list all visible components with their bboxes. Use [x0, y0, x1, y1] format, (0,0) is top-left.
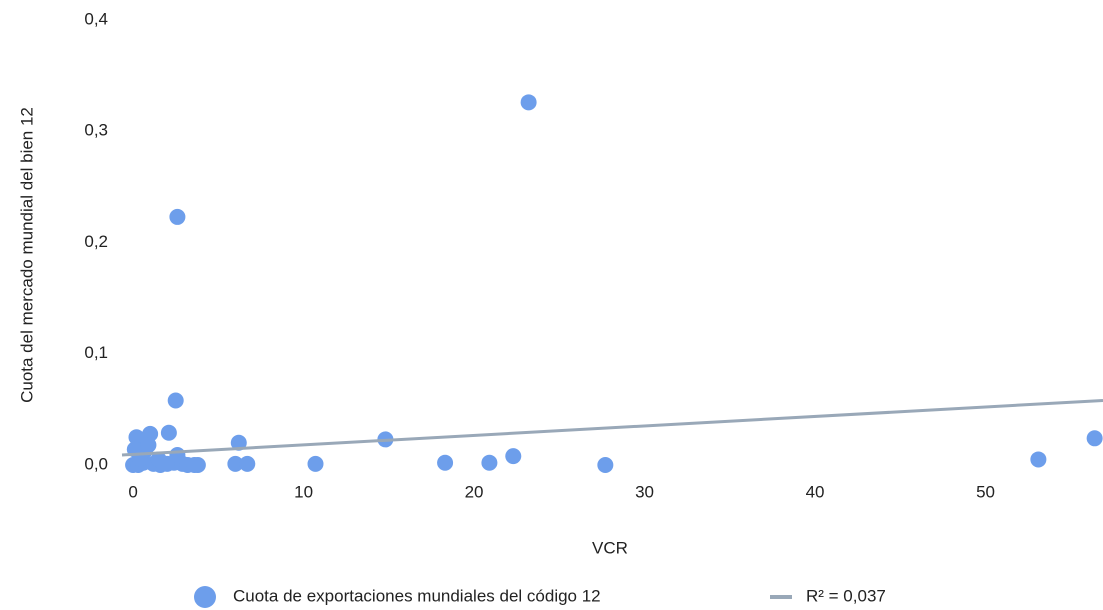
point [1086, 430, 1103, 447]
point [239, 455, 256, 472]
point [481, 454, 498, 471]
point [1030, 451, 1047, 468]
x-axis-title: VCR [592, 538, 628, 557]
y-tick-label: 0,2 [84, 232, 108, 251]
point [128, 429, 145, 446]
point [160, 424, 177, 441]
legend-label: Cuota de exportaciones mundiales del cód… [233, 586, 601, 605]
x-tick-label: 50 [976, 482, 995, 501]
point [140, 436, 157, 453]
y-tick-label: 0,1 [84, 343, 108, 362]
point [597, 457, 614, 473]
x-tick-label: 0 [128, 482, 137, 501]
y-tick-label: 0,4 [84, 9, 108, 28]
point [167, 392, 184, 409]
point [169, 208, 186, 225]
point [189, 457, 206, 473]
legend-marker [194, 586, 216, 608]
x-tick-label: 30 [635, 482, 654, 501]
point [520, 94, 537, 111]
y-tick-label: 0,0 [84, 454, 108, 473]
point [150, 451, 167, 468]
x-tick-label: 20 [465, 482, 484, 501]
point [227, 455, 244, 472]
point [437, 454, 454, 471]
legend-label: R² = 0,037 [806, 586, 886, 605]
x-tick-label: 40 [806, 482, 825, 501]
y-axis-title: Cuota del mercado mundial del bien 12 [17, 107, 36, 403]
y-tick-label: 0,3 [84, 121, 108, 140]
trendline [121, 398, 1103, 457]
point [307, 455, 324, 472]
point [230, 434, 247, 451]
x-tick-label: 10 [294, 482, 313, 501]
point [505, 448, 522, 465]
